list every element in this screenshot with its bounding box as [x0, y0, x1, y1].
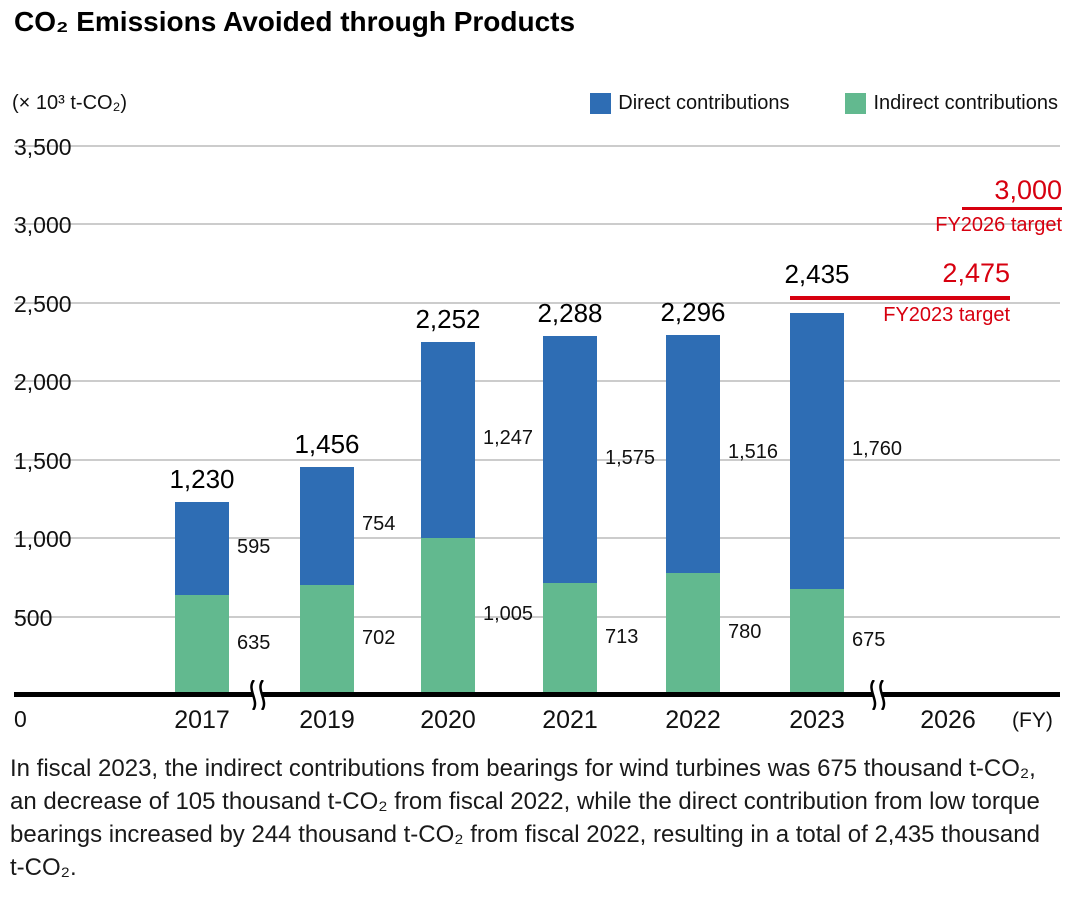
- direct-bar-segment: [421, 342, 475, 538]
- legend-label-direct: Direct contributions: [618, 92, 790, 114]
- fy2026-target-caption: FY2026 target: [935, 214, 1062, 236]
- x-axis-suffix-label: (FY): [1012, 709, 1053, 732]
- indirect-value-label: 713: [605, 626, 639, 648]
- gridline: [14, 145, 1060, 147]
- direct-bar-segment: [300, 467, 354, 585]
- indirect-bar-segment: [175, 595, 229, 695]
- indirect-value-label: 675: [852, 629, 886, 651]
- bar-total-label: 1,456: [294, 429, 360, 459]
- fy2026-target-value: 3,000: [994, 175, 1062, 205]
- x-axis-line: [14, 692, 1060, 697]
- indirect-bar-segment: [790, 589, 844, 695]
- direct-value-label: 1,575: [605, 447, 656, 469]
- legend-item-indirect: Indirect contributions: [845, 92, 1058, 115]
- direct-value-label: 1,760: [852, 438, 903, 460]
- direct-bar-segment: [543, 336, 597, 583]
- x-tick-label: 2022: [665, 706, 721, 734]
- direct-bar-segment: [790, 313, 844, 589]
- indirect-bar-segment: [421, 537, 475, 695]
- gridline: [14, 302, 1060, 304]
- direct-bar-segment: [175, 502, 229, 595]
- y-tick-label: 1,500: [14, 448, 72, 474]
- y-tick-label: 500: [14, 605, 53, 631]
- legend-label-indirect: Indirect contributions: [873, 92, 1058, 114]
- gridline: [14, 537, 1060, 539]
- direct-value-label: 595: [237, 536, 271, 558]
- gridline: [14, 223, 1060, 225]
- bar-total-label: 1,230: [169, 464, 235, 494]
- indirect-value-label: 635: [237, 632, 271, 654]
- indirect-bar-segment: [300, 585, 354, 695]
- direct-value-label: 1,516: [728, 441, 779, 463]
- fy2026-target: 3,000 FY2026 target: [935, 175, 1062, 237]
- x-tick-label: 2020: [420, 706, 476, 734]
- fy2023-target-line: [790, 296, 1010, 300]
- indirect-bar-segment: [543, 583, 597, 695]
- legend: Direct contributions Indirect contributi…: [590, 92, 1058, 115]
- indirect-bar-segment: [666, 573, 720, 695]
- axis-break-icon: [868, 679, 890, 711]
- y-tick-label: 3,500: [14, 134, 72, 160]
- fy2023-target-value: 2,475: [942, 258, 1010, 288]
- direct-value-label: 754: [362, 513, 396, 535]
- footnote: In fiscal 2023, the indirect contributio…: [10, 755, 1040, 881]
- y-tick-label: 2,000: [14, 369, 72, 395]
- bar-total-label: 2,435: [784, 259, 850, 289]
- bar-total-label: 2,296: [660, 297, 726, 327]
- x-tick-label: 2017: [174, 706, 230, 734]
- direct-swatch: [590, 93, 612, 114]
- gridline: [14, 459, 1060, 461]
- bar-total-label: 2,252: [415, 304, 481, 334]
- legend-item-direct: Direct contributions: [590, 92, 789, 115]
- indirect-value-label: 1,005: [483, 603, 534, 625]
- gridline: [14, 380, 1060, 382]
- fy2026-target-line: [962, 207, 1062, 210]
- x-tick-label: 2019: [299, 706, 355, 734]
- y-axis-unit-label: (× 10³ t-CO₂): [12, 92, 127, 114]
- x-tick-label: 2023: [789, 706, 845, 734]
- direct-bar-segment: [666, 335, 720, 573]
- direct-value-label: 1,247: [483, 427, 534, 449]
- x-tick-label: 2026: [920, 706, 976, 734]
- indirect-value-label: 780: [728, 621, 762, 643]
- bar-total-label: 2,288: [537, 298, 603, 328]
- indirect-value-label: 702: [362, 627, 396, 649]
- indirect-swatch: [845, 93, 867, 114]
- y-tick-label: 1,000: [14, 526, 72, 552]
- page-title: CO₂ Emissions Avoided through Products: [14, 6, 576, 37]
- y-tick-label: 3,000: [14, 212, 72, 238]
- x-tick-label: 2021: [542, 706, 598, 734]
- gridline: [14, 616, 1060, 618]
- fy2023-target-caption: FY2023 target: [883, 304, 1010, 326]
- y-tick-label: 2,500: [14, 291, 72, 317]
- axis-break-icon: [248, 679, 270, 711]
- y-tick-label: 0: [14, 706, 27, 732]
